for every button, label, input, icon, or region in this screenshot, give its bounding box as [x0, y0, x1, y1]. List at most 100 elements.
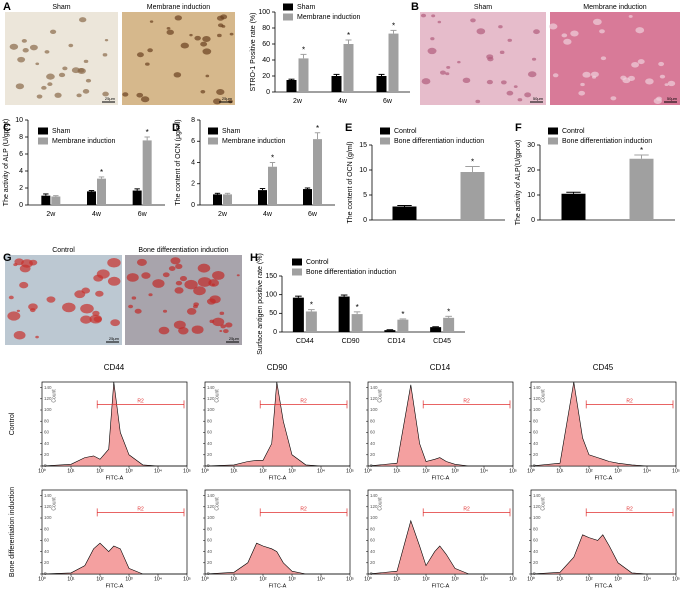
- error-bar: [340, 294, 348, 297]
- error-bar: [353, 311, 361, 315]
- y-tick-label: 40: [207, 549, 213, 554]
- y-tick-label: 80: [44, 418, 50, 423]
- x-axis-label: FITC-A: [106, 583, 124, 589]
- x-tick-label: 10⁴: [480, 576, 488, 582]
- legend-swatch: [548, 127, 558, 135]
- cell: [499, 50, 505, 55]
- cell: [202, 48, 212, 55]
- error-bar: [98, 176, 105, 179]
- y-tick-label: 60: [533, 430, 539, 435]
- error-bar: [43, 193, 49, 196]
- y-tick-label: 100: [44, 515, 52, 520]
- bar: [87, 191, 96, 205]
- y-tick-label: 60: [207, 430, 213, 435]
- cell: [35, 335, 39, 339]
- column-title: CD14: [430, 363, 451, 372]
- histogram-area: [204, 542, 350, 575]
- cell: [13, 331, 26, 340]
- cell: [610, 96, 617, 101]
- x-tick-label: CD45: [433, 338, 451, 345]
- gate-label: R2: [137, 399, 144, 405]
- cell: [83, 59, 89, 63]
- cell: [221, 24, 226, 28]
- x-tick-label: 10⁴: [480, 468, 488, 474]
- cell: [427, 47, 437, 55]
- panel-letter: G: [3, 252, 12, 264]
- cell: [462, 77, 471, 84]
- error-bar: [314, 132, 321, 140]
- cell: [430, 37, 435, 41]
- scale-label: 25μm: [229, 336, 240, 341]
- cell: [107, 276, 121, 286]
- cell: [446, 65, 451, 69]
- x-tick-label: 10¹: [556, 468, 564, 474]
- scale-label: 25μm: [105, 96, 116, 101]
- x-axis-label: FITC-A: [269, 475, 287, 481]
- panel-letter: D: [172, 122, 180, 134]
- bar: [223, 194, 232, 205]
- x-tick-label: 10³: [125, 576, 133, 582]
- bar: [132, 190, 142, 205]
- bar: [376, 76, 387, 92]
- cell: [54, 92, 62, 98]
- cell: [22, 48, 29, 53]
- legend-label: Sham: [297, 4, 315, 11]
- y-tick-label: 60: [207, 538, 213, 543]
- y-tick-label: 0: [531, 217, 535, 224]
- cell: [592, 75, 597, 79]
- cell: [191, 325, 204, 334]
- y-tick-label: 0: [19, 202, 23, 209]
- cell: [47, 82, 53, 87]
- y-tick-label: 100: [258, 9, 270, 16]
- cell: [15, 83, 25, 90]
- cell: [136, 92, 144, 98]
- error-bar: [566, 191, 581, 194]
- bar: [460, 172, 485, 220]
- x-tick-label: 10⁴: [317, 468, 325, 474]
- cell: [102, 53, 108, 57]
- cell: [166, 29, 174, 35]
- legend-label: Control: [562, 128, 585, 135]
- error-bar: [308, 309, 315, 312]
- gate: [259, 508, 348, 517]
- error-bar: [269, 162, 276, 167]
- cell: [431, 14, 436, 18]
- bar: [51, 196, 61, 205]
- y-tick-label: 4: [19, 168, 23, 175]
- y-tick-label: 140: [370, 493, 378, 498]
- cell: [28, 303, 38, 311]
- x-tick-label: 10⁵: [183, 468, 191, 474]
- cell: [561, 33, 568, 38]
- cell: [173, 320, 186, 330]
- cell: [217, 33, 222, 38]
- bar: [298, 58, 309, 92]
- y-tick-label: 30: [527, 142, 535, 149]
- x-axis-label: FITC-A: [106, 475, 124, 481]
- y-axis-label: The activity of ALP (U/gprot): [3, 119, 10, 206]
- x-tick-label: 10³: [125, 468, 133, 474]
- y-tick-label: 80: [370, 418, 376, 423]
- x-tick-label: 2w: [293, 98, 303, 105]
- significance: *: [302, 46, 305, 55]
- cell: [8, 295, 14, 300]
- cell: [552, 73, 559, 78]
- cell: [9, 43, 19, 50]
- legend-label: Membrane induction: [297, 14, 361, 21]
- cell: [470, 18, 476, 23]
- y-tick-label: 8: [191, 117, 195, 124]
- x-tick-label: 10⁰: [364, 576, 372, 582]
- y-tick-label: 140: [207, 385, 215, 390]
- y-tick-label: 60: [533, 538, 539, 543]
- y-axis-label: The content of OCN (μg/ml): [175, 119, 182, 205]
- x-tick-label: 10²: [259, 576, 267, 582]
- cell: [486, 54, 494, 60]
- error-bar: [53, 195, 59, 197]
- y-tick-label: 10: [15, 117, 23, 124]
- bar: [331, 76, 342, 92]
- cell: [179, 276, 188, 282]
- cell: [184, 279, 198, 290]
- y-tick-label: 80: [207, 418, 213, 423]
- error-bar: [300, 53, 307, 59]
- x-tick-label: 10⁵: [509, 576, 517, 582]
- bar: [258, 190, 267, 205]
